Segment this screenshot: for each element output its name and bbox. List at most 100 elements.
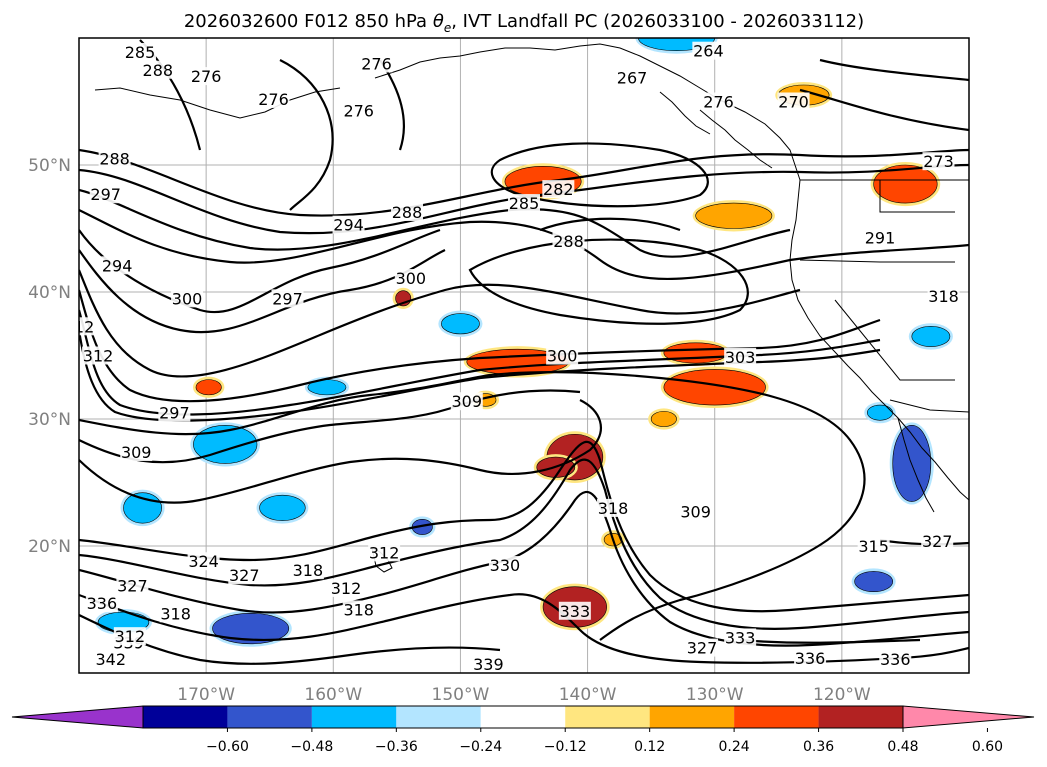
contour-label: 273 [923,152,954,171]
contour-label: 285 [509,194,540,213]
contour-label-bg [158,403,191,422]
colorbar-tick-label: −0.12 [544,739,587,755]
contour-label: 318 [343,601,374,620]
contour-label-bg [450,392,483,411]
contour-line [819,58,969,82]
contour-label: 291 [865,228,896,247]
contour-label: 276 [191,67,222,86]
contour-line [79,389,581,464]
contour-label-bg [342,101,375,120]
contour-label-bg [257,89,290,108]
colorbar-segment [396,706,481,728]
title-sub: e [444,21,451,35]
contour-label: 318 [293,561,324,580]
colorbar-extend-min [11,705,144,729]
contour-label: 342 [96,650,127,669]
contour-label: 309 [452,392,483,411]
aleutian-islands [94,87,341,119]
contour-label-bg [94,650,127,669]
contour-label: 318 [928,287,959,306]
contour-line [79,593,969,664]
title-theta: θ [433,11,444,32]
contour-label-bg [332,215,365,234]
colorbar-tick-label: 0.60 [972,739,1003,755]
contour-line [79,491,969,647]
contour-label-bg [546,346,579,365]
contour-label: 309 [121,443,152,462]
state-border-1 [879,180,955,213]
lat-tick-label: 50°N [28,156,71,176]
ivt-shade [650,411,677,427]
ivt-shade [195,379,222,396]
contour-label-bg [159,604,192,623]
contour-label-bg [187,552,220,571]
contour-label: 297 [159,404,190,423]
contour-line [79,289,881,403]
contour-label: 300 [396,269,427,288]
contour-label-bg [777,92,810,111]
contour-line [539,217,681,232]
contour-label: 336 [87,594,118,613]
ivt-shade [663,369,766,406]
contour-label-bg [85,594,118,613]
coastline-baja [897,417,935,513]
contour-label: 267 [617,68,648,87]
lon-tick-label: 120°W [813,685,871,705]
contour-label-bg [616,68,649,87]
colorbar-segment [143,706,228,728]
contour-label-bg [171,289,204,308]
contour-line [79,399,602,504]
contour-label-bg [113,627,146,646]
lon-tick-label: 150°W [432,685,490,705]
state-border-2 [799,259,955,263]
chart-title: 2026032600 F012 850 hPa θe, IVT Landfall… [184,11,864,35]
contour-label-bg [360,54,393,73]
lon-tick-label: 170°W [177,685,235,705]
title-suffix: , IVT Landfall PC (2026033100 - 20260331… [451,11,864,32]
contour-label-bg [391,202,424,221]
contour-label-bg [542,180,575,199]
contour-label-bg [271,289,304,308]
contour-label-bg [597,498,629,517]
colorbar-segment [734,706,819,728]
coastline-us-west [789,179,969,501]
lon-tick-label: 130°W [686,685,744,705]
contour-label-bg [368,543,401,562]
colorbar-segment [227,706,312,728]
colorbar-tick-label: 0.48 [887,739,918,755]
contour-line [468,238,749,325]
contour-label: 312 [115,627,146,646]
contour-label: 327 [687,639,718,658]
contour-label-bg [98,149,131,168]
contour-label-bg [330,578,362,597]
colorbar-outline [142,705,904,729]
contour-label: 327 [117,576,148,595]
contour-label: 282 [543,180,574,199]
contour-label: 276 [361,54,392,73]
contour-label: 264 [693,42,724,61]
contour-label: 276 [258,90,289,109]
lon-tick-label: 140°W [559,685,617,705]
contour-line [79,188,791,258]
contour-label-bg [394,269,427,288]
contour-label-bg [291,561,324,580]
contour-label: 327 [922,532,953,551]
contour-line [799,88,969,132]
contour-label-bg [927,286,960,305]
contour-label-bg [101,256,134,275]
contour-line [79,371,866,641]
contour-label: 285 [125,43,156,62]
colorbar-tick-label: −0.24 [459,739,502,755]
lon-tick-label: 160°W [304,685,362,705]
contour-label: 312 [369,543,400,562]
colorbar-tick-label: −0.36 [375,739,418,755]
contour-label: 318 [160,604,191,623]
contour-label: 333 [725,628,756,647]
contour-label: 270 [778,93,809,112]
ivt-shade [695,202,773,229]
contour-label-bg [922,152,955,171]
